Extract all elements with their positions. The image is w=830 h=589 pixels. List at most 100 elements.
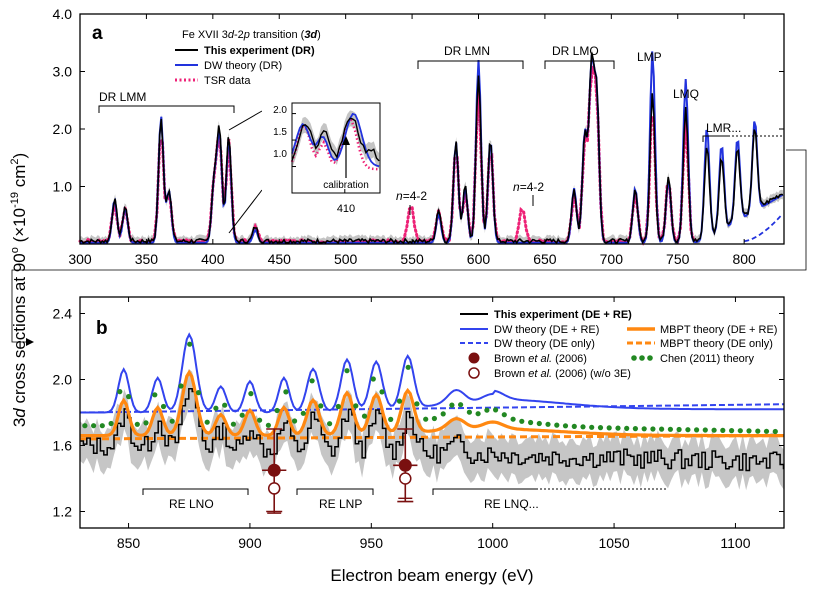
legend-swatch-brown	[468, 352, 480, 364]
chen-point	[650, 426, 656, 432]
chen-point	[344, 368, 350, 374]
exp-uncertainty-band	[80, 47, 783, 245]
legend-label-dw-dere: DW theory (DE + RE)	[494, 324, 599, 336]
chen-point	[431, 415, 437, 422]
inset-plot	[290, 110, 380, 171]
legend-label-mbpt-de: MBPT theory (DE only)	[660, 338, 773, 350]
brown-wo3e-point	[399, 472, 412, 485]
legend-label-brown: Brown et al. (2006)	[494, 353, 587, 365]
x-tick-label: 500	[334, 251, 358, 267]
chen-point	[257, 417, 263, 423]
y-tick-label: 1.2	[53, 504, 73, 520]
inset-connector-1	[228, 110, 263, 131]
inset-xtick-label: 410	[337, 203, 355, 215]
panel-b-annotations	[142, 488, 668, 495]
chen-point	[676, 426, 682, 433]
x-tick-label: 650	[533, 251, 557, 267]
legend-swatch-brown-wo3e	[468, 367, 480, 379]
label-re-lnp: RE LNP	[319, 497, 362, 511]
panel-a-plot-area	[78, 47, 784, 246]
panel-b-ticks: 850 900 950 1000 1050 1100 1.2 1.6 2.0 2.4	[53, 297, 784, 551]
x-axis-label: Electron beam energy (eV)	[330, 566, 533, 585]
chen-point	[82, 423, 88, 429]
chen-point	[493, 407, 499, 413]
panel-a-ticks: 300 350 400 450 500 550 600 650 700 750 800 1.0 2.0 3…	[53, 6, 784, 267]
x-tick-label: 700	[600, 251, 624, 267]
chen-point	[292, 418, 298, 424]
legend-label-tsr: TSR data	[204, 75, 251, 87]
series-dw-tail	[744, 214, 782, 242]
x-tick-label: 450	[268, 251, 292, 267]
chen-point	[405, 364, 411, 370]
chen-point	[370, 376, 376, 382]
chen-point	[91, 423, 97, 429]
bracket-dr-lmn	[417, 60, 524, 69]
chen-point	[746, 428, 752, 434]
x-tick-label: 900	[238, 535, 262, 551]
chen-point	[510, 416, 516, 422]
x-tick-label: 350	[135, 251, 159, 267]
panel-a-annotations	[98, 60, 784, 234]
chen-point	[484, 407, 490, 413]
chen-point	[248, 391, 254, 397]
inset-ytick-label: 1.0	[273, 149, 287, 160]
chen-point	[720, 427, 726, 433]
chen-point	[134, 421, 140, 427]
chen-point	[178, 383, 184, 389]
label-lmr: LMR...	[706, 121, 741, 135]
panel-b-letter: b	[96, 318, 108, 339]
bracket-dr-lmo	[544, 60, 615, 69]
panel-b: 850 900 950 1000 1050 1100 1.2 1.6 2.0 2.4 b This…	[53, 296, 785, 551]
chen-point	[169, 418, 175, 424]
panel-b-frame	[79, 296, 785, 529]
legend-swatch-chen	[647, 355, 653, 361]
label-n42-b: n=4-2	[513, 180, 544, 194]
chen-point	[353, 403, 359, 409]
chen-point	[737, 428, 743, 434]
chen-point	[449, 402, 455, 408]
y-tick-label: 4.0	[53, 6, 73, 22]
y-tick-label: 2.0	[53, 372, 73, 388]
x-tick-label: 300	[68, 251, 92, 267]
chen-point	[283, 389, 289, 395]
bracket-lmr	[702, 135, 728, 142]
panel-b-plot-area	[79, 332, 785, 514]
bracket-re-lno	[142, 488, 249, 495]
label-dr-lmm: DR LMM	[99, 90, 146, 104]
x-tick-label: 1000	[477, 535, 508, 551]
legend-label-dw-de: DW theory (DE only)	[494, 338, 595, 350]
series-mbpt-de-re	[80, 369, 784, 438]
panel-a-letter: a	[92, 23, 103, 44]
legend-label-dw: DW theory (DR)	[204, 60, 282, 72]
chen-point	[309, 378, 315, 384]
y-tick-label: 1.6	[53, 438, 73, 454]
panel-b-legend: This experiment (DE + RE) DW theory (DE …	[460, 309, 777, 380]
chen-point	[624, 425, 630, 431]
legend-label-brown-wo3e: Brown et al. (2006) (w/o 3E)	[494, 368, 631, 380]
series-experiment	[79, 52, 784, 245]
chen-point	[204, 419, 210, 425]
brown-wo3e-point	[267, 482, 281, 495]
label-re-lno: RE LNO	[169, 497, 214, 511]
chen-point	[335, 403, 341, 410]
label-lmq: LMQ	[673, 87, 699, 101]
chen-point	[300, 410, 306, 416]
chen-point	[187, 341, 193, 347]
chen-point	[239, 412, 245, 418]
chen-point	[318, 403, 324, 409]
chen-point	[562, 423, 569, 429]
y-tick-label: 1.0	[53, 179, 73, 195]
legend-label-mbpt-dere: MBPT theory (DE + RE)	[660, 324, 777, 336]
series-dw-de-re	[80, 332, 784, 414]
chen-point	[143, 420, 149, 426]
chen-point	[108, 420, 114, 427]
label-re-lnq: RE LNQ...	[484, 497, 539, 511]
chen-point	[396, 398, 403, 404]
label-lmp: LMP	[637, 50, 662, 64]
panel-a: 300 350 400 450 500 550 600 650 700 750 800 1.0 2.0 3…	[53, 6, 785, 267]
x-tick-label: 400	[201, 251, 225, 267]
exp-uncertainty-band	[80, 368, 784, 491]
chen-point	[711, 427, 717, 433]
chen-point	[501, 412, 507, 418]
chen-point	[632, 426, 639, 432]
